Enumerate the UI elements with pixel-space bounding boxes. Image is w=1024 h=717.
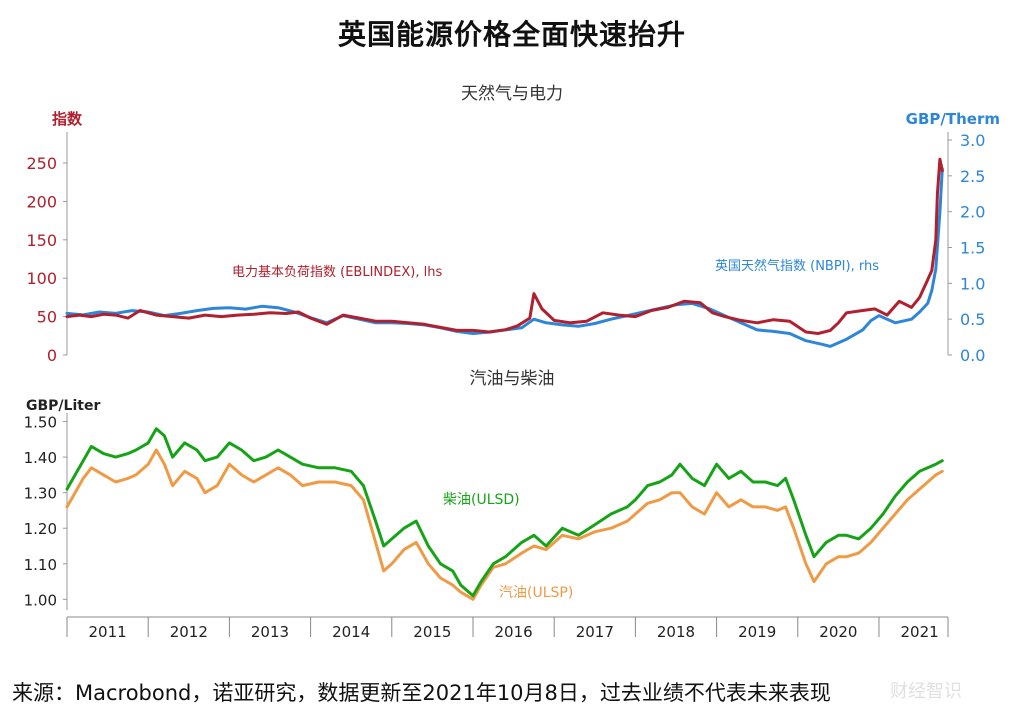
top-right-tick-label: 2.0: [960, 203, 985, 222]
diesel-ulsd-line: [65, 427, 944, 598]
main-title: 英国能源价格全面快速抬升: [337, 18, 686, 51]
bottom-axis-label: GBP/Liter: [26, 398, 100, 414]
x-tick-label: 2013: [251, 623, 289, 641]
top-left-tick-label: 50: [37, 308, 57, 327]
bottom-chart-title: 汽油与柴油: [470, 369, 555, 389]
top-right-tick-label: 2.5: [960, 167, 985, 186]
petrol-series-label: 汽油(ULSP): [499, 585, 573, 601]
x-tick-label: 2020: [819, 623, 857, 641]
bottom-left-tick-label: 1.40: [24, 449, 57, 467]
top-left-tick-label: 250: [26, 154, 57, 173]
top-right-tick-label: 0.5: [960, 310, 985, 329]
gas-nbpi-line: [65, 167, 944, 348]
top-right-tick-label: 1.0: [960, 274, 985, 293]
x-tick-label: 2017: [576, 623, 614, 641]
top-right-tick-label: 3.0: [960, 131, 985, 150]
diesel-series-label: 柴油(ULSD): [443, 492, 520, 508]
electricity-eblindex-line: [65, 157, 944, 335]
bottom-left-tick-label: 1.00: [24, 591, 57, 609]
x-tick-label: 2016: [494, 623, 532, 641]
electricity-series-label: 电力基本负荷指数 (EBLINDEX), lhs: [232, 265, 442, 280]
petrol-ulsp-line: [65, 448, 944, 601]
top-left-tick-label: 200: [26, 192, 57, 211]
x-tick-label: 2012: [170, 623, 208, 641]
bottom-left-tick-label: 1.10: [24, 556, 57, 574]
watermark: 财经智识: [890, 681, 962, 702]
x-tick-label: 2011: [89, 623, 127, 641]
gas-series-label: 英国天然气指数 (NBPI), rhs: [715, 258, 879, 274]
top-right-tick-label: 1.5: [960, 239, 985, 258]
x-tick-label: 2015: [413, 623, 451, 641]
top-left-axis-label: 指数: [52, 110, 83, 128]
x-tick-label: 2014: [332, 623, 370, 641]
bottom-left-tick-label: 1.20: [24, 520, 57, 538]
top-left-tick-label: 150: [26, 231, 57, 250]
source-note: 来源：Macrobond，诺亚研究，数据更新至2021年10月8日，过去业绩不代…: [12, 681, 831, 705]
x-tick-label: 2021: [900, 623, 938, 641]
x-tick-label: 2018: [657, 623, 695, 641]
top-left-tick-label: 100: [26, 269, 57, 288]
x-tick-label: 2019: [738, 623, 776, 641]
top-right-tick-label: 0.0: [960, 346, 985, 365]
bottom-left-tick-label: 1.30: [24, 485, 57, 503]
bottom-left-tick-label: 1.50: [24, 414, 57, 432]
top-right-axis-label: GBP/Therm: [906, 110, 1000, 128]
top-chart-title: 天然气与电力: [461, 84, 563, 104]
top-left-tick-label: 0: [47, 346, 57, 365]
